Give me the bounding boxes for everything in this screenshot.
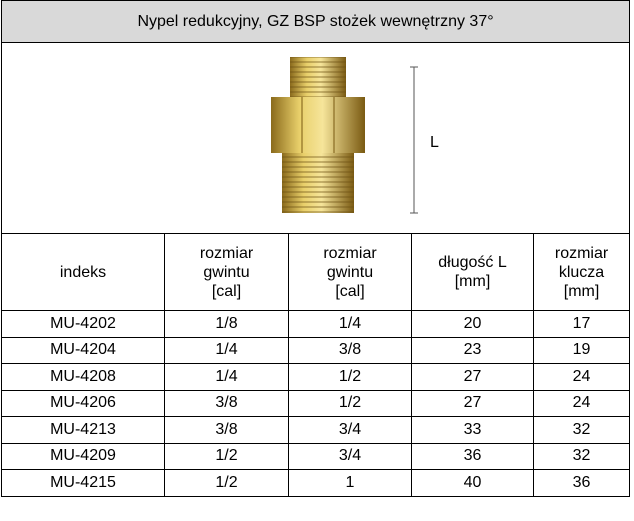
cell: 3/8 xyxy=(164,416,289,444)
cell: 24 xyxy=(532,389,631,417)
cell: 1/4 xyxy=(288,310,412,338)
data-row: MU-4202 1/8 1/4 20 17 xyxy=(1,310,631,338)
product-table: Nypel redukcyjny, GZ BSP stożek wewnętrz… xyxy=(0,0,631,497)
header-cell: rozmiar klucza [mm] xyxy=(532,233,631,311)
header-text: rozmiar xyxy=(323,244,377,262)
cell: 3/8 xyxy=(164,389,289,417)
dimension-label: L xyxy=(430,134,439,151)
cell: MU-4206 xyxy=(1,389,165,417)
cell: 24 xyxy=(532,363,631,391)
header-text: klucza xyxy=(558,263,605,281)
cell: MU-4209 xyxy=(1,442,165,470)
cell: MU-4213 xyxy=(1,416,165,444)
header-cell: rozmiar gwintu [cal] xyxy=(164,233,289,311)
cell: 1/2 xyxy=(164,442,289,470)
cell: 19 xyxy=(532,336,631,364)
header-text: długość L xyxy=(438,254,507,271)
title: Nypel redukcyjny, GZ BSP stożek wewnętrz… xyxy=(0,0,631,43)
cell: 40 xyxy=(411,469,534,497)
image-cell: L xyxy=(0,42,631,234)
cell: 3/4 xyxy=(288,442,412,470)
cell: 36 xyxy=(411,442,534,470)
cell: 1/2 xyxy=(288,389,412,417)
cell: MU-4202 xyxy=(1,310,165,338)
fitting-image: L xyxy=(271,57,439,214)
fitting xyxy=(271,57,365,213)
data-row: MU-4206 3/8 1/2 27 24 xyxy=(1,389,631,417)
header-cell: rozmiar gwintu [cal] xyxy=(288,233,412,311)
header-text: gwintu xyxy=(203,263,250,281)
header-text: [cal] xyxy=(335,282,365,300)
header-text: rozmiar xyxy=(554,244,609,262)
cell: MU-4208 xyxy=(1,363,165,391)
cell: 32 xyxy=(532,442,631,470)
cell: 1/2 xyxy=(164,469,289,497)
header-text: indeks xyxy=(59,263,107,281)
cell: MU-4204 xyxy=(1,336,165,364)
cell: 23 xyxy=(411,336,534,364)
header-text: [mm] xyxy=(454,273,491,290)
header-cell: indeks xyxy=(1,233,165,311)
cell: 3/4 xyxy=(288,416,412,444)
cell: 1/8 xyxy=(164,310,289,338)
header-cell: długość L [mm] xyxy=(411,233,534,311)
data-row: MU-4213 3/8 3/4 33 32 xyxy=(1,416,631,444)
cell: 1 xyxy=(288,469,412,497)
data-row: MU-4204 1/4 3/8 23 19 xyxy=(1,336,631,364)
cell: 1/2 xyxy=(288,363,412,391)
cell: 27 xyxy=(411,363,534,391)
header-text: rozmiar xyxy=(199,244,254,262)
cell: MU-4215 xyxy=(1,469,165,497)
header-text: [cal] xyxy=(211,282,242,300)
dimension-line xyxy=(410,66,418,214)
cell: 1/4 xyxy=(164,363,289,391)
header-text: [mm] xyxy=(563,282,600,300)
header-row: indeks rozmiar gwintu [cal] rozmiar gwintu [ca… xyxy=(1,233,631,311)
cell: 17 xyxy=(532,310,631,338)
cell: 3/8 xyxy=(288,336,412,364)
cell: 36 xyxy=(532,469,631,497)
data-row: MU-4209 1/2 3/4 36 32 xyxy=(1,442,631,470)
cell: 27 xyxy=(411,389,534,417)
cell: 1/4 xyxy=(164,336,289,364)
data-row: MU-4215 1/2 1 40 36 xyxy=(1,469,631,497)
data-row: MU-4208 1/4 1/2 27 24 xyxy=(1,363,631,391)
cell: 20 xyxy=(411,310,534,338)
cell: 33 xyxy=(411,416,534,444)
cell: 32 xyxy=(532,416,631,444)
header-text: gwintu xyxy=(326,263,374,281)
